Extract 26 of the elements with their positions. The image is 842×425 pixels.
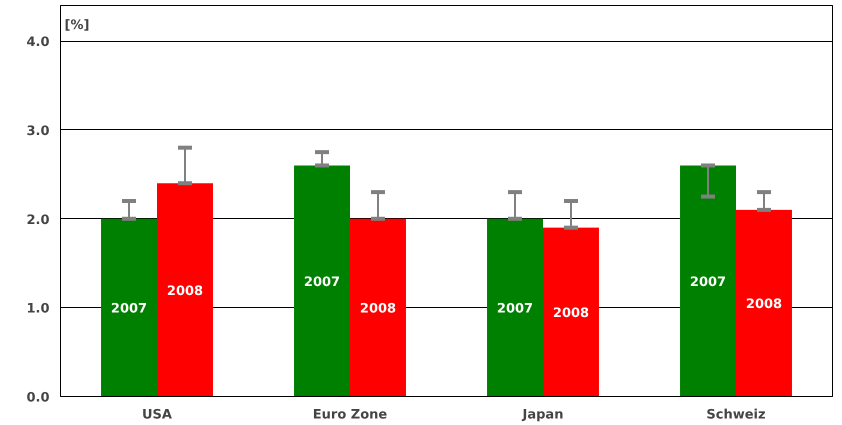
text: 2008 — [746, 297, 782, 312]
bar — [680, 165, 736, 396]
x-tick-label: Euro Zone — [312, 408, 388, 422]
text: 2007 — [304, 274, 340, 290]
bar — [157, 183, 213, 396]
y-tick-label: 2.0 — [26, 212, 50, 228]
y-axis-title: [%] — [64, 18, 90, 34]
bar — [543, 228, 599, 396]
text: 2008 — [360, 302, 396, 317]
y-tick-label: 4.0 — [26, 35, 50, 50]
bar — [350, 218, 406, 396]
bar — [487, 218, 543, 396]
bar — [736, 210, 792, 396]
text: 2007 — [496, 302, 534, 317]
series-label: 2007 — [110, 302, 148, 317]
y-tick-label: 0.0 — [26, 390, 50, 406]
text: 2007 — [690, 274, 726, 290]
bar — [294, 165, 350, 396]
text: 2008 — [552, 306, 590, 322]
bar — [101, 218, 157, 396]
x-tick-label: Schweiz — [706, 408, 766, 422]
series-label: 2008 — [166, 284, 204, 299]
y-tick-label: 1.0 — [26, 302, 50, 317]
y-tick-label: 3.0 — [26, 124, 50, 139]
x-tick-label: Japan — [522, 408, 564, 422]
x-tick-label: USA — [142, 408, 172, 422]
